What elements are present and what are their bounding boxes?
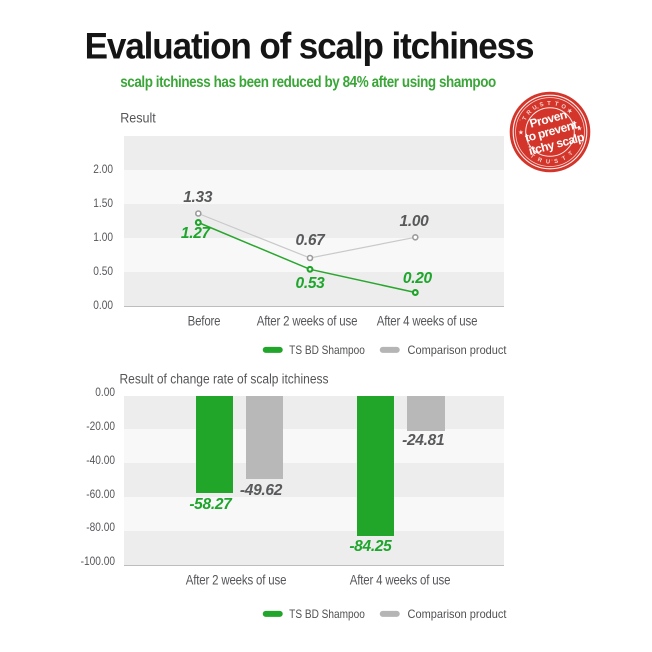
svg-text:R: R [526,108,534,116]
svg-text:T: T [568,150,575,157]
svg-text:★: ★ [577,124,583,132]
svg-text:R: R [537,157,544,164]
svg-text:U: U [532,104,539,111]
svg-text:T: T [547,100,551,106]
svg-text:S: S [554,158,559,165]
svg-text:S: S [539,101,545,108]
svg-text:T: T [529,153,536,160]
svg-text:U: U [546,159,551,165]
svg-text:T: T [554,101,559,108]
svg-text:★: ★ [565,106,574,115]
svg-text:★: ★ [518,128,524,136]
svg-text:T: T [522,115,529,121]
svg-text:O: O [560,103,567,111]
svg-text:T: T [561,155,567,162]
